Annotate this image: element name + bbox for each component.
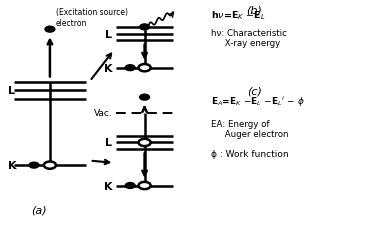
Text: hν: Characteristic
     X-ray energy: hν: Characteristic X-ray energy xyxy=(211,29,287,48)
Text: L: L xyxy=(105,30,112,39)
Text: EΑ: Energy of
     Auger electron: EΑ: Energy of Auger electron xyxy=(211,119,288,138)
Circle shape xyxy=(138,139,150,146)
Text: L: L xyxy=(105,138,112,148)
Text: h$\nu$=E$_K$ $-$E$_L$: h$\nu$=E$_K$ $-$E$_L$ xyxy=(211,9,265,22)
Circle shape xyxy=(125,65,135,71)
Text: K: K xyxy=(104,63,112,73)
Text: L: L xyxy=(8,86,15,96)
Circle shape xyxy=(44,162,56,169)
Text: (b): (b) xyxy=(246,5,262,15)
Circle shape xyxy=(138,65,150,72)
Text: (c): (c) xyxy=(247,86,262,96)
Text: (Excitation source)
electron: (Excitation source) electron xyxy=(55,8,128,28)
Circle shape xyxy=(139,25,149,31)
Text: K: K xyxy=(8,160,17,170)
Text: (a): (a) xyxy=(31,205,46,215)
Circle shape xyxy=(125,183,135,189)
Circle shape xyxy=(45,27,55,33)
Circle shape xyxy=(138,182,150,189)
Circle shape xyxy=(139,95,149,101)
Text: Vac.: Vac. xyxy=(93,109,112,118)
Circle shape xyxy=(29,163,39,168)
Text: K: K xyxy=(104,181,112,191)
Text: ϕ : Work function: ϕ : Work function xyxy=(211,150,288,159)
Text: E$_A$=E$_K$ $-$E$_L$ $-$E$_L$$^\prime$ $-$ $\phi$: E$_A$=E$_K$ $-$E$_L$ $-$E$_L$$^\prime$ $… xyxy=(211,95,305,108)
